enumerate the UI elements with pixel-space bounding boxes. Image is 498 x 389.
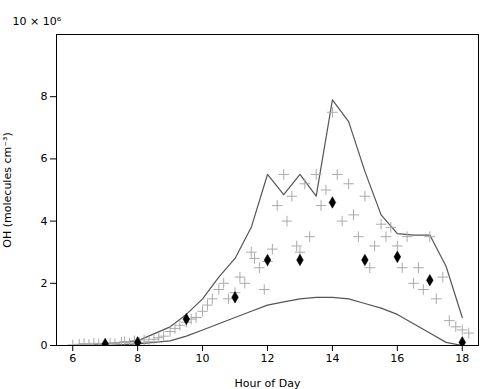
svg-text:2: 2 <box>41 277 48 290</box>
svg-text:OH (molecules cm⁻³): OH (molecules cm⁻³) <box>1 132 14 247</box>
svg-text:14: 14 <box>325 352 339 365</box>
svg-text:6: 6 <box>41 152 48 165</box>
svg-text:8: 8 <box>134 352 141 365</box>
svg-text:18: 18 <box>455 352 469 365</box>
svg-text:10 × 10⁶: 10 × 10⁶ <box>13 15 62 28</box>
svg-text:4: 4 <box>41 215 48 228</box>
svg-text:6: 6 <box>69 352 76 365</box>
svg-text:12: 12 <box>261 352 275 365</box>
svg-text:10: 10 <box>196 352 210 365</box>
svg-text:0: 0 <box>41 339 48 352</box>
svg-text:16: 16 <box>390 352 404 365</box>
svg-text:8: 8 <box>41 90 48 103</box>
svg-text:Hour of Day: Hour of Day <box>235 377 301 389</box>
